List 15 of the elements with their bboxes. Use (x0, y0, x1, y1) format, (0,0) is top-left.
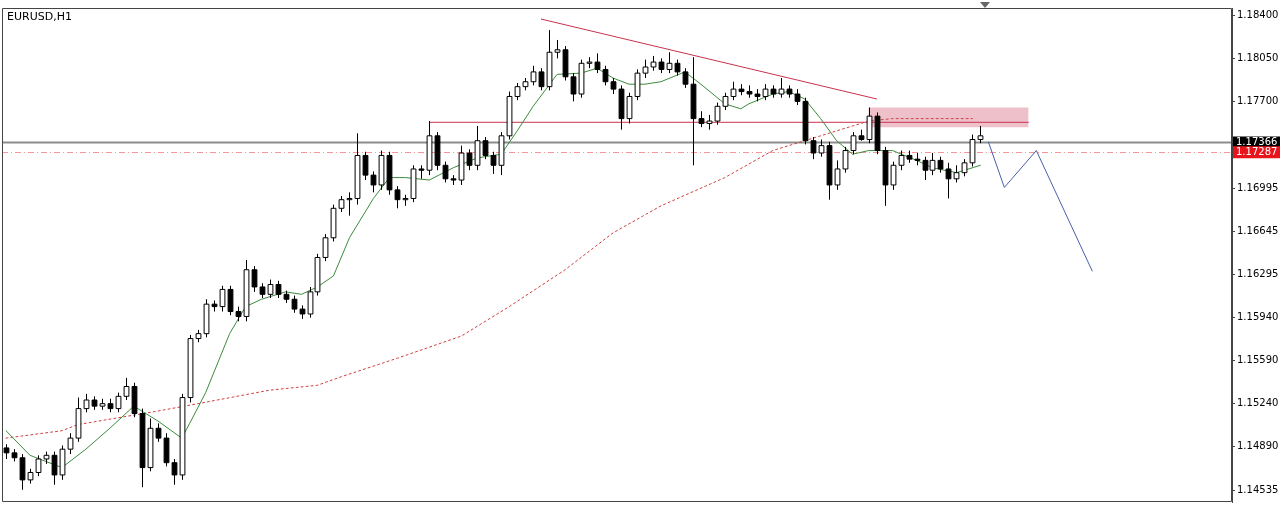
y-tick-label: 1.15590 (1237, 354, 1279, 366)
line-series (5, 118, 973, 439)
y-tick-label: 1.17700 (1237, 94, 1279, 106)
y-tick-label: 1.16995 (1237, 181, 1279, 193)
y-tick-label: 1.18400 (1237, 8, 1279, 20)
y-tick-label: 1.15240 (1237, 397, 1279, 409)
chart-title: EURUSD,H1 (7, 10, 72, 24)
y-tick-label: 1.18050 (1237, 51, 1279, 63)
ref-line-label: 1.17287 (1236, 145, 1278, 157)
y-tick-label: 1.14890 (1237, 440, 1279, 452)
y-tick-label: 1.16295 (1237, 267, 1279, 279)
y-tick-label: 1.15940 (1237, 311, 1279, 323)
y-tick-label: 1.16645 (1237, 224, 1279, 236)
y-tick-label: 1.14535 (1237, 483, 1279, 495)
ref-line-label: 1.17366 (1236, 136, 1278, 148)
